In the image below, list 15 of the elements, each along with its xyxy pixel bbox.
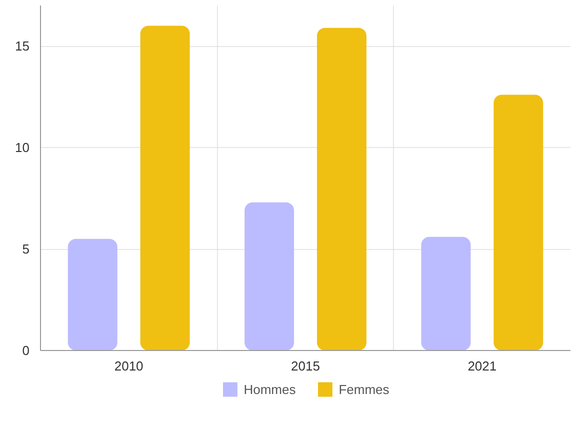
x-tick-label: 2015 bbox=[291, 358, 320, 374]
bar bbox=[421, 236, 471, 350]
y-tick-label: 0 bbox=[22, 343, 30, 358]
x-tick-label: 2021 bbox=[468, 358, 497, 374]
bar bbox=[244, 202, 294, 350]
bar bbox=[68, 238, 118, 350]
y-tick-label: 10 bbox=[15, 140, 30, 156]
y-tick-label: 5 bbox=[22, 242, 30, 257]
bar bbox=[140, 26, 190, 350]
legend-label: Hommes bbox=[244, 382, 296, 396]
legend-label: Femmes bbox=[338, 382, 390, 396]
x-tick-label: 2010 bbox=[114, 358, 144, 374]
bar bbox=[494, 94, 544, 350]
y-tick-label: 15 bbox=[15, 38, 30, 54]
bar bbox=[316, 28, 366, 350]
